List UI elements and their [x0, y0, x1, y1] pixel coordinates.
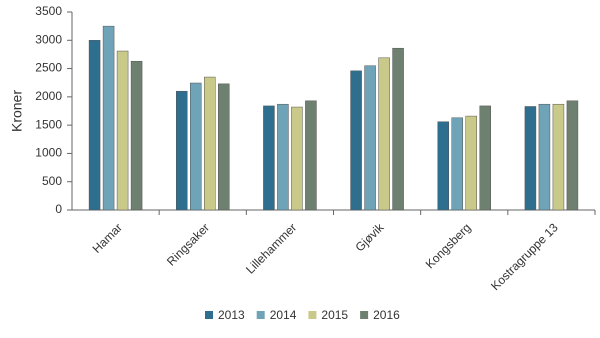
x-tick-label: Gjøvik [353, 220, 388, 255]
bar [451, 117, 463, 211]
bar [552, 103, 565, 211]
bar [204, 76, 216, 211]
bar [305, 100, 317, 211]
legend-swatch [360, 311, 369, 319]
bar [88, 40, 101, 211]
y-tick-label: 3500 [35, 4, 62, 18]
y-tick-label: 3000 [35, 32, 62, 46]
bar [479, 105, 491, 211]
legend-label: 2013 [218, 308, 245, 322]
bar [277, 103, 289, 211]
bar [538, 103, 551, 211]
bar [437, 121, 449, 211]
x-tick-label: Kongsberg [423, 220, 474, 271]
bar [350, 70, 362, 211]
legend-swatch [256, 311, 265, 319]
x-tick-label: Lillehammer [243, 220, 299, 276]
bar [176, 90, 188, 211]
legend-swatch [308, 311, 317, 319]
x-tick-label: Hamar [90, 220, 125, 255]
y-tick-label: 2000 [35, 89, 62, 103]
y-tick-label: 0 [55, 202, 62, 216]
bar [378, 57, 390, 211]
bar [263, 105, 275, 211]
legend-label: 2015 [321, 308, 348, 322]
bar [465, 115, 477, 211]
legend-swatch [205, 311, 213, 319]
bar [218, 83, 230, 211]
bar [364, 65, 376, 211]
y-tick-label: 2500 [35, 61, 62, 75]
y-tick-label: 500 [42, 174, 62, 188]
bar [291, 106, 303, 211]
bar [190, 82, 202, 211]
bar [130, 60, 143, 211]
bar [566, 100, 579, 211]
legend-label: 2014 [270, 308, 297, 322]
bar [392, 47, 404, 211]
x-tick-label: Kostragruppe 13 [488, 220, 561, 293]
y-tick-label: 1500 [35, 117, 62, 131]
bar [116, 50, 129, 211]
legend-label: 2016 [373, 308, 400, 322]
y-tick-label: 1000 [35, 146, 62, 160]
bar [524, 106, 537, 211]
y-axis-label: Kroner [9, 90, 25, 132]
x-tick-label: Ringsaker [164, 220, 212, 268]
bar [102, 25, 115, 211]
